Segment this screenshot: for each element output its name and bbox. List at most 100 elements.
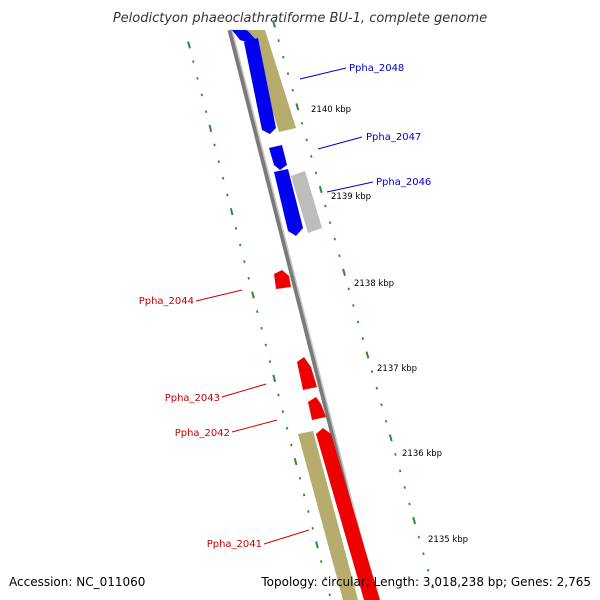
- inner-ring-minor-tick: [260, 326, 263, 330]
- gene-label-ppha-2046[interactable]: Ppha_2046: [376, 177, 431, 188]
- gene-label-ppha-2047[interactable]: Ppha_2047: [366, 132, 421, 143]
- inner-ring-major-tick: [251, 291, 255, 299]
- outer-ring-minor-tick: [370, 370, 374, 374]
- scale-label-2137: 2137 kbp: [377, 364, 417, 374]
- inner-ring-minor-tick: [277, 393, 280, 397]
- outer-ring-minor-tick: [286, 72, 290, 76]
- scale-label-2136: 2136 kbp: [402, 449, 442, 459]
- gene-ppha-2047-arrow[interactable]: [269, 145, 287, 170]
- scale-labels: 2140 kbp 2139 kbp 2138 kbp 2137 kbp 2136…: [311, 105, 468, 545]
- inner-ring-minor-tick: [213, 143, 216, 147]
- gene-ppha-2044-arrow[interactable]: [274, 270, 291, 289]
- outer-ring-minor-tick: [310, 155, 313, 158]
- gene-ppha-2042-arrow[interactable]: [308, 397, 326, 420]
- outer-ring-minor-tick: [380, 403, 383, 407]
- inner-ring-minor-tick: [324, 576, 327, 580]
- feature-block-grey[interactable]: [291, 171, 322, 233]
- outer-ring-minor-tick: [291, 88, 294, 92]
- inner-ring-minor-tick: [285, 426, 289, 430]
- outer-ring-minor-tick: [282, 55, 285, 59]
- outer-ring-minor-tick: [417, 535, 421, 539]
- inner-ring-minor-tick: [298, 476, 302, 480]
- scale-label-2139: 2139 kbp: [331, 192, 371, 202]
- outer-ring-minor-tick: [347, 287, 350, 291]
- outer-ring-major-tick: [272, 20, 276, 28]
- gene-ppha-2048-arrow[interactable]: [232, 30, 276, 134]
- inner-ring-minor-tick: [200, 93, 203, 97]
- inner-ring-minor-tick: [256, 310, 259, 314]
- inner-ring-major-tick: [293, 457, 298, 466]
- gene-labels: Ppha_2048 Ppha_2047 Ppha_2046 Ppha_2044 …: [139, 63, 432, 550]
- scale-label-2138: 2138 kbp: [354, 279, 394, 289]
- outer-ring-minor-tick: [394, 452, 397, 456]
- feature-block-olive-bottom[interactable]: [298, 431, 358, 600]
- outer-ring-minor-tick: [375, 386, 378, 390]
- accession-text: Accession: NC_011060: [9, 575, 145, 589]
- outer-ring-minor-tick: [324, 204, 327, 208]
- outer-tick-ring: [272, 20, 435, 589]
- inner-ring-minor-tick: [281, 410, 284, 414]
- inner-ring-minor-tick: [239, 243, 242, 247]
- inner-ring-minor-tick: [221, 176, 225, 180]
- gene-ppha-2046-arrow[interactable]: [274, 169, 303, 236]
- gene-label-ppha-2041[interactable]: Ppha_2041: [207, 539, 262, 550]
- inner-ring-minor-tick: [328, 593, 331, 597]
- inner-ring-minor-tick: [217, 160, 220, 163]
- inner-ring-minor-tick: [243, 260, 246, 264]
- outer-ring-minor-tick: [333, 237, 336, 241]
- inner-ring-minor-tick: [247, 276, 250, 280]
- inner-tick-ring: [187, 41, 331, 597]
- gene-ppha-2043-arrow[interactable]: [297, 357, 317, 390]
- outer-ring-major-tick: [342, 268, 346, 276]
- genome-backbone: [227, 29, 378, 600]
- inner-ring-minor-tick: [268, 360, 272, 364]
- map-title: Pelodictyon phaeoclathratiforme BU-1, co…: [113, 11, 487, 26]
- outer-ring-minor-tick: [314, 171, 318, 175]
- inner-ring-minor-tick: [307, 510, 310, 513]
- outer-ring-minor-tick: [398, 469, 402, 473]
- outer-ring-minor-tick: [408, 502, 411, 506]
- outer-ring-minor-tick: [403, 486, 406, 489]
- outer-ring-minor-tick: [431, 585, 435, 589]
- inner-ring-major-tick: [187, 41, 191, 49]
- gene-label-ppha-2043[interactable]: Ppha_2043: [165, 393, 220, 404]
- outer-ring-major-tick: [295, 103, 300, 111]
- inner-ring-major-tick: [229, 207, 234, 216]
- outer-ring-minor-tick: [361, 337, 364, 340]
- inner-ring-major-tick: [272, 374, 277, 382]
- outer-ring-minor-tick: [422, 552, 425, 556]
- gene-label-ppha-2048[interactable]: Ppha_2048: [349, 63, 404, 74]
- inner-ring-minor-tick: [320, 560, 323, 563]
- topology-text: Topology: circular; Length: 3,018,238 bp…: [260, 575, 591, 589]
- scale-label-2140: 2140 kbp: [311, 105, 351, 115]
- inner-ring-minor-tick: [226, 193, 229, 197]
- outer-ring-major-tick: [365, 351, 370, 359]
- inner-ring-minor-tick: [311, 526, 314, 530]
- inner-ring-major-tick: [315, 541, 319, 549]
- outer-ring-minor-tick: [426, 568, 430, 572]
- inner-ring-minor-tick: [204, 110, 208, 114]
- gene-label-ppha-2042[interactable]: Ppha_2042: [175, 428, 230, 439]
- leader-lines: [195, 67, 374, 545]
- inner-ring-minor-tick: [290, 443, 293, 447]
- outer-ring-minor-tick: [305, 138, 308, 142]
- inner-ring-minor-tick: [302, 493, 306, 497]
- inner-ring-minor-tick: [264, 343, 267, 347]
- gene-ppha-2041-arrow[interactable]: [316, 428, 380, 600]
- outer-ring-minor-tick: [352, 304, 355, 307]
- outer-ring-minor-tick: [384, 419, 388, 423]
- outer-ring-major-tick: [412, 516, 417, 525]
- inner-ring-minor-tick: [234, 226, 238, 230]
- inner-ring-minor-tick: [192, 60, 195, 64]
- outer-ring-minor-tick: [328, 221, 332, 225]
- outer-ring-minor-tick: [277, 39, 280, 42]
- inner-ring-minor-tick: [196, 76, 199, 80]
- scale-label-2135: 2135 kbp: [428, 535, 468, 545]
- outer-ring-minor-tick: [338, 254, 341, 258]
- gene-label-ppha-2044[interactable]: Ppha_2044: [139, 296, 194, 307]
- outer-ring-minor-tick: [356, 320, 360, 324]
- outer-ring-major-tick: [318, 185, 323, 194]
- outer-ring-major-tick: [388, 434, 393, 442]
- outer-ring-minor-tick: [300, 121, 304, 125]
